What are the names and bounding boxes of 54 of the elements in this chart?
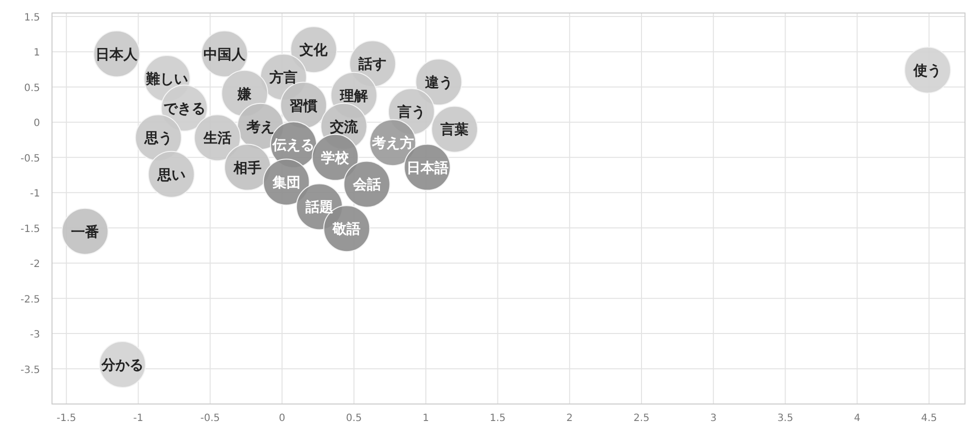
series-label: 日本人 bbox=[96, 46, 139, 63]
series-label: 思い bbox=[156, 167, 186, 184]
series-label: 言う bbox=[396, 104, 426, 121]
y-tick-label: -2 bbox=[30, 259, 40, 270]
y-tick-label: 1 bbox=[34, 48, 40, 59]
series-label: 難しい bbox=[145, 72, 188, 88]
y-tick-label: -3.5 bbox=[20, 364, 40, 376]
series-label: 生活 bbox=[202, 130, 232, 147]
series-label: 交流 bbox=[328, 118, 359, 136]
x-tick-label: 0 bbox=[278, 413, 286, 424]
series-label: 方言 bbox=[268, 69, 298, 86]
series-label: 相手 bbox=[232, 159, 262, 176]
series-label: 違う bbox=[424, 75, 453, 92]
x-tick-label: 0.5 bbox=[346, 413, 362, 424]
series-label: 中国人 bbox=[204, 46, 247, 63]
series-label: 一番 bbox=[71, 224, 100, 240]
x-tick-label: -1.5 bbox=[56, 413, 76, 424]
series-label: 集団 bbox=[271, 175, 300, 192]
series-label: 分かる bbox=[100, 358, 144, 374]
series-label: 嫌 bbox=[236, 86, 253, 102]
y-tick-label: -3 bbox=[30, 330, 40, 341]
x-tick-label: 3 bbox=[710, 413, 717, 424]
y-tick-label: 0.5 bbox=[24, 82, 40, 94]
x-tick-label: -1 bbox=[133, 413, 144, 424]
y-tick-label: -2.5 bbox=[20, 294, 40, 306]
series-label: 話題 bbox=[304, 200, 334, 216]
y-tick-label: -1 bbox=[30, 188, 40, 200]
x-tick-label: 4 bbox=[854, 413, 860, 424]
series-label: 学校 bbox=[321, 150, 350, 166]
x-tick-label: -0.5 bbox=[200, 413, 220, 424]
series-label: 理解 bbox=[338, 88, 368, 104]
series-label: 言葉 bbox=[440, 121, 469, 138]
series-label: 伝える bbox=[272, 138, 315, 154]
series-label: 考え bbox=[245, 119, 274, 136]
x-tick-label: 2 bbox=[566, 413, 573, 424]
x-tick-label: 1.5 bbox=[490, 413, 506, 424]
y-tick-label: -0.5 bbox=[20, 153, 40, 164]
x-tick-label: 3.5 bbox=[777, 413, 794, 424]
series-label: 思う bbox=[143, 130, 172, 147]
x-tick-label: 2.5 bbox=[634, 413, 650, 424]
y-tick-label: -1.5 bbox=[20, 224, 40, 235]
series-label: 敬語 bbox=[332, 220, 361, 238]
series-label: 習慣 bbox=[290, 98, 318, 114]
series-label: 使う bbox=[912, 63, 942, 80]
series-label: 文化 bbox=[298, 42, 329, 59]
y-tick-label: 1.5 bbox=[24, 12, 40, 24]
y-tick-label: 0 bbox=[34, 118, 40, 130]
series-label: できる bbox=[163, 101, 206, 118]
series-label: 考え方 bbox=[370, 134, 414, 152]
series-label: 会話 bbox=[352, 177, 381, 194]
x-tick-label: 1 bbox=[422, 413, 430, 424]
series-label: 話す bbox=[358, 56, 387, 73]
x-tick-label: 4.5 bbox=[921, 413, 938, 424]
series-label: 日本語 bbox=[406, 159, 448, 176]
